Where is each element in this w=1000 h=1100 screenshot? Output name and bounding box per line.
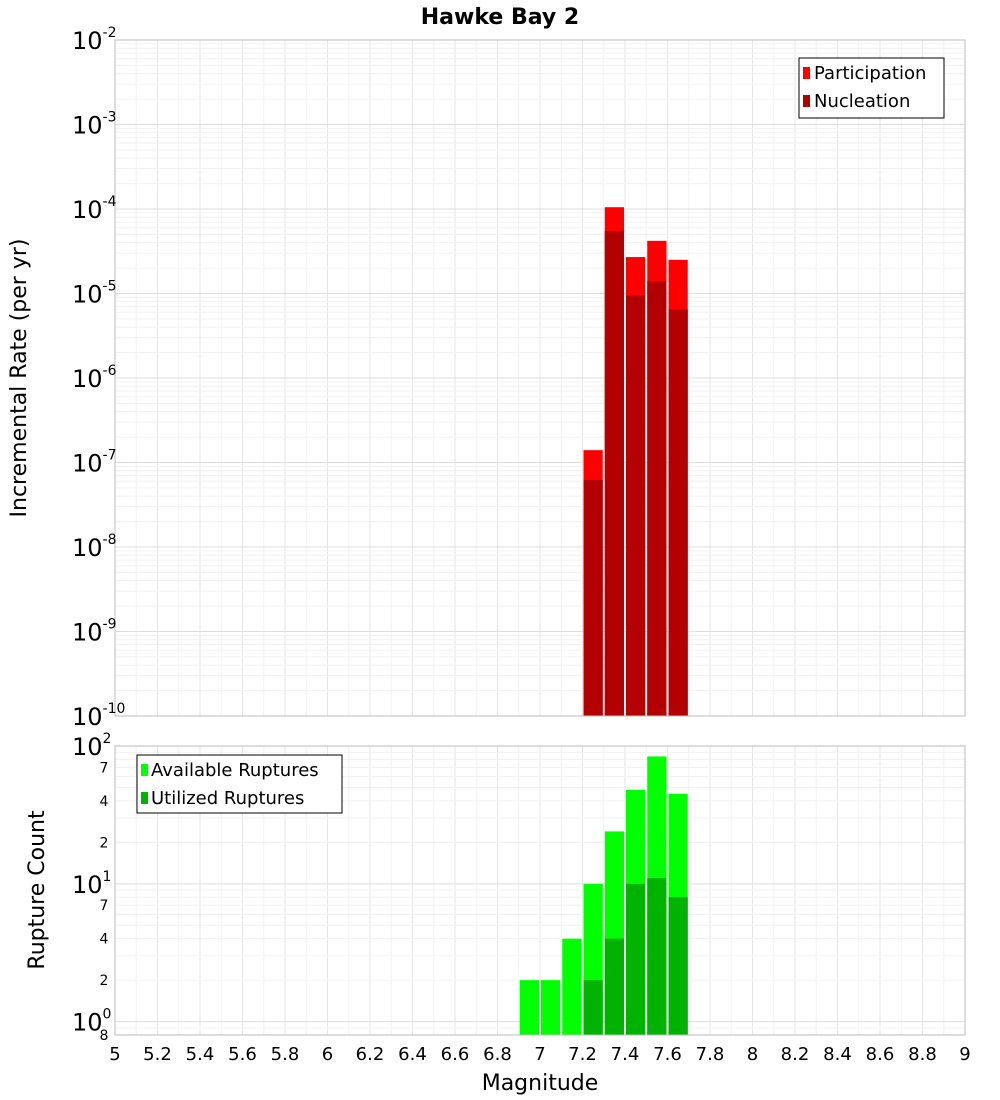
- rate-legend: Participation Nucleation: [798, 57, 945, 119]
- legend-swatch: [803, 67, 810, 79]
- x-tick-label: 6.6: [441, 1044, 470, 1065]
- x-tick-label: 6.2: [356, 1044, 385, 1065]
- chart-title: Hawke Bay 2: [421, 5, 579, 30]
- x-tick-label: 8.6: [866, 1044, 895, 1065]
- rate-panel: 10-2 10-3 10-4 10-5 10-6 10-7 10-8 10-9 10-10 In…: [7, 25, 966, 731]
- legend-label: Participation: [814, 63, 926, 84]
- nucleation-bar: [647, 281, 667, 716]
- rate-bars: [583, 207, 688, 717]
- x-ticks: 5 5.2 5.4 5.6 5.8 6 6.2 6.4 6.6 6.8 7 7.2 7.4 7.6 7.8 8…: [109, 1044, 970, 1065]
- x-tick-label: 8: [747, 1044, 758, 1065]
- legend-label: Nucleation: [814, 91, 910, 112]
- y-tick-label: 10-6: [72, 363, 117, 393]
- count-plot-frame: [114, 745, 966, 1036]
- x-tick-label: 9: [959, 1044, 970, 1065]
- x-tick-label: 5.8: [271, 1044, 300, 1065]
- count-y-axis-label: Rupture Count: [25, 810, 50, 970]
- utilized-bar: [647, 878, 667, 1035]
- x-tick-label: 7.8: [696, 1044, 725, 1065]
- x-tick-label: 8.2: [781, 1044, 810, 1065]
- nucleation-bar: [626, 295, 646, 716]
- available-bar: [519, 980, 539, 1035]
- legend-label: Utilized Ruptures: [151, 788, 304, 809]
- legend-label: Available Ruptures: [151, 760, 319, 781]
- x-tick-label: 6.4: [398, 1044, 427, 1065]
- nucleation-bar: [604, 230, 624, 717]
- y-tick-label: 10-10: [72, 701, 125, 731]
- available-bar: [562, 938, 582, 1035]
- x-tick-label: 6: [322, 1044, 333, 1065]
- x-tick-label: 8.4: [823, 1044, 852, 1065]
- count-bars: [519, 756, 688, 1035]
- y-tick-label: 102: [72, 731, 111, 761]
- x-tick-label: 6.8: [483, 1044, 512, 1065]
- count-grid: [114, 745, 966, 1036]
- y-tick-label: 10-8: [72, 532, 117, 562]
- legend-swatch: [141, 764, 148, 776]
- utilized-bar: [604, 938, 624, 1035]
- y-minor-tick-label: 2: [100, 835, 109, 851]
- available-bar: [541, 980, 561, 1035]
- y-minor-tick-label: 2: [100, 973, 109, 989]
- legend-box: [136, 754, 343, 814]
- x-axis-label: Magnitude: [482, 1071, 599, 1096]
- legend-swatch: [141, 792, 148, 804]
- y-tick-label: 10-3: [72, 110, 117, 140]
- x-tick-label: 5.4: [186, 1044, 215, 1065]
- utilized-bar: [626, 883, 646, 1035]
- y-tick-label: 10-7: [72, 448, 117, 478]
- rate-grid: [114, 40, 966, 717]
- y-minor-tick-label: 4: [100, 932, 109, 948]
- count-panel: 102 101 100 7 4 2 7 4 2 8 Rupture Count Available…: [25, 731, 971, 1096]
- x-tick-label: 7.4: [611, 1044, 640, 1065]
- x-tick-label: 5: [109, 1044, 120, 1065]
- legend-swatch: [803, 95, 810, 107]
- y-minor-tick-label: 7: [100, 898, 109, 914]
- x-tick-label: 5.6: [228, 1044, 257, 1065]
- x-tick-label: 7: [534, 1044, 545, 1065]
- y-minor-tick-label: 7: [100, 760, 109, 776]
- x-tick-label: 8.8: [908, 1044, 937, 1065]
- count-legend: Available Ruptures Utilized Ruptures: [136, 754, 343, 814]
- rate-y-axis-label: Incremental Rate (per yr): [7, 239, 32, 518]
- nucleation-bar: [668, 309, 688, 716]
- y-tick-label: 10-9: [72, 617, 117, 647]
- y-minor-tick-label: 4: [100, 794, 109, 810]
- utilized-bar: [668, 897, 688, 1035]
- legend-box: [798, 57, 945, 119]
- x-tick-label: 7.6: [653, 1044, 682, 1065]
- y-tick-label: 10-5: [72, 279, 117, 309]
- x-tick-label: 7.2: [568, 1044, 597, 1065]
- rate-plot-frame: [114, 39, 966, 717]
- count-y-ticks: 102 101 100 7 4 2 7 4 2 8: [72, 731, 111, 1044]
- y-tick-label: 101: [72, 869, 111, 899]
- x-tick-label: 5.2: [143, 1044, 172, 1065]
- y-minor-tick-label: 8: [100, 1028, 109, 1044]
- y-tick-label: 10-4: [72, 194, 117, 224]
- rate-y-ticks: 10-2 10-3 10-4 10-5 10-6 10-7 10-8 10-9 10-10: [72, 25, 125, 731]
- utilized-bar: [583, 980, 603, 1035]
- y-tick-label: 10-2: [72, 25, 117, 55]
- nucleation-bar: [583, 480, 603, 716]
- y-tick-label: 100: [72, 1007, 111, 1037]
